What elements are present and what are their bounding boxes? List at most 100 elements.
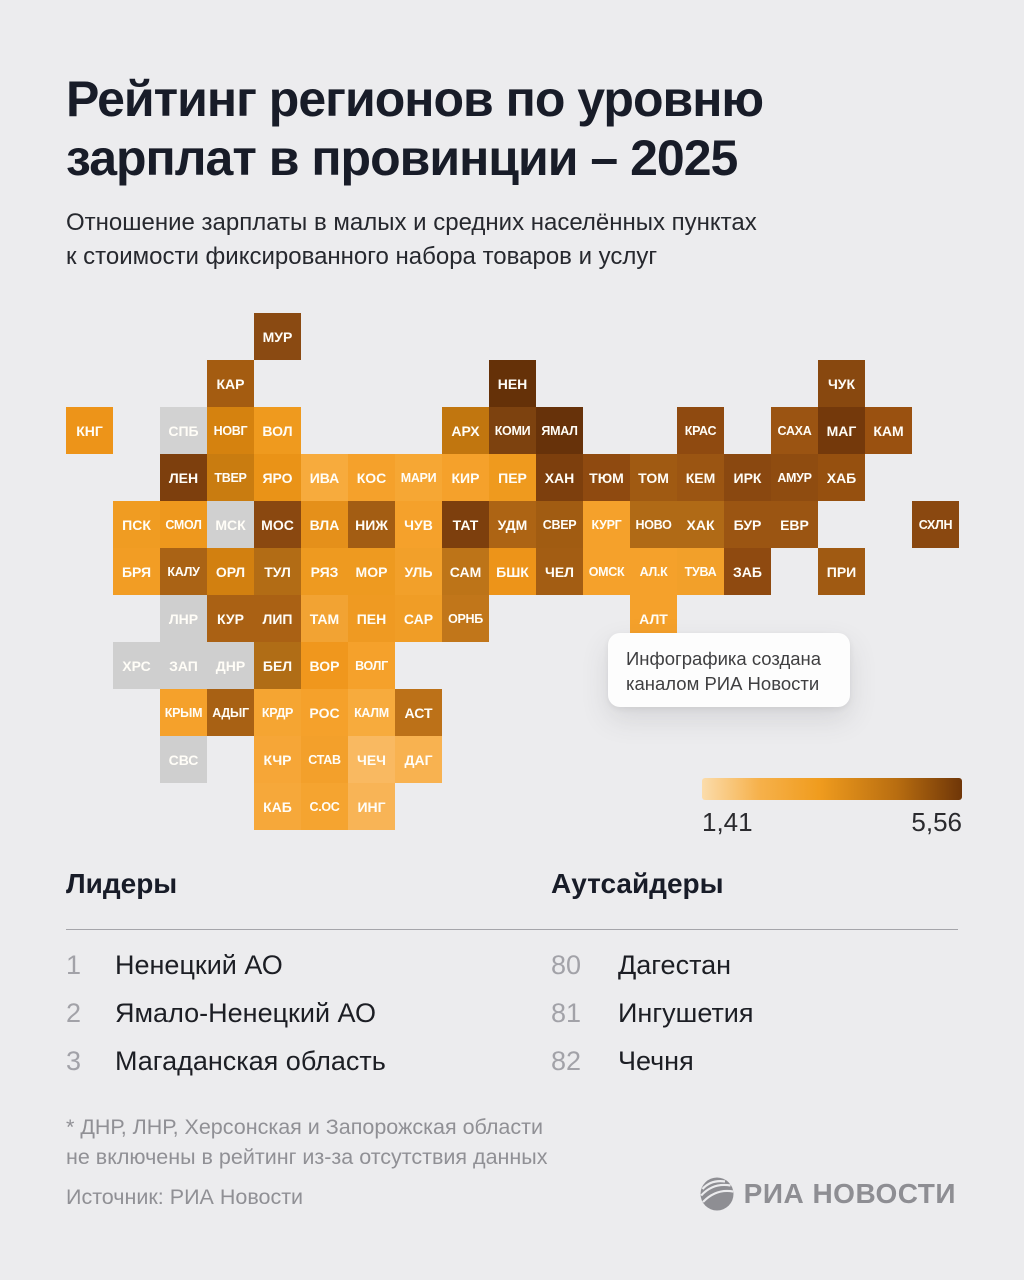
- rank-number: 80: [551, 950, 582, 980]
- map-tile-БШК: БШК: [489, 548, 536, 595]
- map-tile-ЛЕН: ЛЕН: [160, 454, 207, 501]
- map-tile-ВОЛ: ВОЛ: [254, 407, 301, 454]
- map-tile-ОРЛ: ОРЛ: [207, 548, 254, 595]
- map-tile-КРДР: КРДР: [254, 689, 301, 736]
- map-tile-ТАТ: ТАТ: [442, 501, 489, 548]
- map-tile-ТВЕР: ТВЕР: [207, 454, 254, 501]
- map-tile-МАРИ: МАРИ: [395, 454, 442, 501]
- map-tile-БЕЛ: БЕЛ: [254, 642, 301, 689]
- map-tile-АМУР: АМУР: [771, 454, 818, 501]
- map-tile-ДАГ: ДАГ: [395, 736, 442, 783]
- map-tile-НИЖ: НИЖ: [348, 501, 395, 548]
- map-tile-ЛИП: ЛИП: [254, 595, 301, 642]
- map-tile-КЕМ: КЕМ: [677, 454, 724, 501]
- rank-number: 82: [551, 1046, 582, 1076]
- rank-row: 80 Дагестан: [551, 950, 754, 998]
- map-tile-ТОМ: ТОМ: [630, 454, 677, 501]
- map-tile-МАГ: МАГ: [818, 407, 865, 454]
- russia-tile-map: МУР КАР НЕН ЧУК КНГ СПБ НОВГ ВОЛ АРХ КОМИ ЯМАЛ КРАС…: [66, 313, 959, 830]
- outsiders-list: 80 Дагестан 81 Ингушетия 82 Чечня: [551, 950, 754, 1094]
- map-tile-САМ: САМ: [442, 548, 489, 595]
- map-tile-КОС: КОС: [348, 454, 395, 501]
- map-tile-НОВГ: НОВГ: [207, 407, 254, 454]
- map-tile-ЧЕЛ: ЧЕЛ: [536, 548, 583, 595]
- map-tile-КАР: КАР: [207, 360, 254, 407]
- map-tile-ТАМ: ТАМ: [301, 595, 348, 642]
- map-tile-ПРИ: ПРИ: [818, 548, 865, 595]
- rank-number: 2: [66, 998, 82, 1028]
- map-tile-С.ОС: С.ОС: [301, 783, 348, 830]
- watermark-line1: Инфографика создана: [626, 648, 822, 669]
- map-tile-УДМ: УДМ: [489, 501, 536, 548]
- map-tile-МСК: МСК: [207, 501, 254, 548]
- map-tile-ВОР: ВОР: [301, 642, 348, 689]
- section-divider: [66, 929, 958, 930]
- rank-row: 2 Ямало-Ненецкий АО: [66, 998, 386, 1046]
- map-tile-ВОЛГ: ВОЛГ: [348, 642, 395, 689]
- map-tile-КАЛУ: КАЛУ: [160, 548, 207, 595]
- map-tile-КАБ: КАБ: [254, 783, 301, 830]
- map-tile-КНГ: КНГ: [66, 407, 113, 454]
- region-name: Ямало-Ненецкий АО: [115, 998, 376, 1028]
- map-tile-УЛЬ: УЛЬ: [395, 548, 442, 595]
- map-tile-ЧЕЧ: ЧЕЧ: [348, 736, 395, 783]
- map-tile-МОР: МОР: [348, 548, 395, 595]
- map-tile-СПБ: СПБ: [160, 407, 207, 454]
- map-tile-ОРНБ: ОРНБ: [442, 595, 489, 642]
- map-tile-НОВО: НОВО: [630, 501, 677, 548]
- map-tile-ИНГ: ИНГ: [348, 783, 395, 830]
- map-tile-ДНР: ДНР: [207, 642, 254, 689]
- map-tile-ХАК: ХАК: [677, 501, 724, 548]
- legend-min-label: 1,41: [702, 807, 753, 837]
- map-tile-ТУЛ: ТУЛ: [254, 548, 301, 595]
- map-tile-КЧР: КЧР: [254, 736, 301, 783]
- page-title-line2: зарплат в провинции – 2025: [66, 130, 738, 186]
- legend-max-label: 5,56: [911, 807, 962, 837]
- map-tile-НЕН: НЕН: [489, 360, 536, 407]
- ria-novosti-logo: РИА НОВОСТИ: [699, 1176, 956, 1212]
- map-tile-АРХ: АРХ: [442, 407, 489, 454]
- map-tile-ХАБ: ХАБ: [818, 454, 865, 501]
- map-tile-ТУВА: ТУВА: [677, 548, 724, 595]
- map-tile-ИВА: ИВА: [301, 454, 348, 501]
- map-tile-ХРС: ХРС: [113, 642, 160, 689]
- region-name: Ингушетия: [618, 998, 754, 1028]
- map-tile-СХЛН: СХЛН: [912, 501, 959, 548]
- map-tile-КИР: КИР: [442, 454, 489, 501]
- watermark-line2: каналом РИА Новости: [626, 673, 820, 694]
- legend-labels: 1,41 5,56: [702, 807, 962, 838]
- rank-row: 1 Ненецкий АО: [66, 950, 386, 998]
- map-tile-КУР: КУР: [207, 595, 254, 642]
- map-tile-ВЛА: ВЛА: [301, 501, 348, 548]
- page-subtitle: Отношение зарплаты в малых и средних нас…: [66, 206, 757, 274]
- map-tile-СМОЛ: СМОЛ: [160, 501, 207, 548]
- map-tile-ЧУВ: ЧУВ: [395, 501, 442, 548]
- rank-number: 1: [66, 950, 82, 980]
- footnote-line2: не включены в рейтинг из-за отсутствия д…: [66, 1145, 548, 1169]
- outsiders-header: Аутсайдеры: [551, 868, 724, 899]
- source-credit: Источник: РИА Новости: [66, 1185, 304, 1209]
- map-tile-ЗАП: ЗАП: [160, 642, 207, 689]
- region-name: Магаданская область: [115, 1046, 386, 1076]
- map-tile-КРАС: КРАС: [677, 407, 724, 454]
- region-name: Дагестан: [618, 950, 732, 980]
- map-tile-РОС: РОС: [301, 689, 348, 736]
- map-tile-ХАН: ХАН: [536, 454, 583, 501]
- map-tile-КАЛМ: КАЛМ: [348, 689, 395, 736]
- map-tile-СТАВ: СТАВ: [301, 736, 348, 783]
- map-tile-РЯЗ: РЯЗ: [301, 548, 348, 595]
- map-tile-АСТ: АСТ: [395, 689, 442, 736]
- map-tile-САХА: САХА: [771, 407, 818, 454]
- map-tile-ПСК: ПСК: [113, 501, 160, 548]
- page-title: Рейтинг регионов по уровню зарплат в про…: [66, 70, 764, 188]
- footnote: * ДНР, ЛНР, Херсонская и Запорожская обл…: [66, 1112, 548, 1172]
- rank-row: 81 Ингушетия: [551, 998, 754, 1046]
- map-tile-ЯМАЛ: ЯМАЛ: [536, 407, 583, 454]
- map-tile-БРЯ: БРЯ: [113, 548, 160, 595]
- map-tile-КУРГ: КУРГ: [583, 501, 630, 548]
- map-tile-АДЫГ: АДЫГ: [207, 689, 254, 736]
- map-tile-ОМСК: ОМСК: [583, 548, 630, 595]
- leaders-header: Лидеры: [66, 868, 178, 899]
- logo-text: РИА НОВОСТИ: [743, 1178, 956, 1209]
